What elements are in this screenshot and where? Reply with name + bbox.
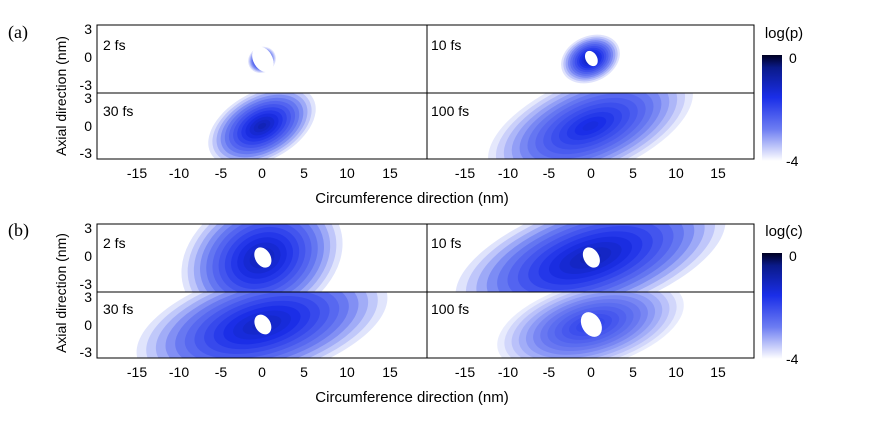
x-tick-label: 10: [339, 165, 355, 181]
y-tick-label: 3: [84, 220, 92, 236]
panel-time-label: 30 fs: [103, 301, 133, 317]
center-peak: [582, 247, 600, 268]
center-peak: [580, 312, 602, 337]
y-tick-label: -3: [80, 344, 93, 360]
center-peak: [254, 314, 272, 335]
x-tick-label: -5: [543, 165, 556, 181]
heatmap-30fs: [126, 292, 398, 358]
x-tick-label: -5: [543, 364, 556, 380]
x-tick-label: 15: [382, 165, 398, 181]
y-tick-label: -3: [80, 145, 93, 161]
center-peak: [254, 247, 272, 268]
x-tick-label: -15: [127, 364, 147, 380]
block-a: (a) Axial direction (nm) 2 fs 10 fs 30 f…: [8, 21, 803, 207]
y-tick-label: 0: [84, 248, 92, 264]
y-tick-label: 0: [84, 118, 92, 134]
x-axis-label: Circumference direction (nm): [315, 389, 508, 406]
colorbar-min-label: -4: [786, 351, 799, 367]
panel-time-label: 2 fs: [103, 37, 126, 53]
panel-time-label: 10 fs: [431, 37, 461, 53]
center-peak: [252, 46, 274, 73]
x-axis-label: Circumference direction (nm): [315, 190, 508, 207]
heatmap-2fs: [175, 224, 349, 292]
heatmap-100fs: [480, 93, 701, 159]
x-tick-label: 15: [382, 364, 398, 380]
colorbar-gradient: [762, 55, 782, 161]
x-tick-label: 0: [587, 165, 595, 181]
colorbar-max-label: 0: [789, 248, 797, 264]
panel-time-label: 100 fs: [431, 301, 469, 317]
y-tick-label: 0: [84, 317, 92, 333]
panel-frame: [426, 92, 755, 160]
colorbar: log(c) 0 -4: [762, 223, 803, 367]
colorbar-max-label: 0: [789, 50, 797, 66]
x-tick-label: 15: [710, 165, 726, 181]
x-tick-label: -10: [169, 364, 189, 380]
heatmap-10fs: [558, 32, 623, 86]
contour-level: [582, 121, 599, 131]
colorbar: log(p) 0 -4: [762, 25, 803, 169]
panel-frame: [426, 291, 755, 359]
contour-level: [257, 122, 267, 130]
y-axis-label: Axial direction (nm): [53, 233, 69, 353]
y-tick-label: 3: [84, 21, 92, 37]
panel-time-label: 30 fs: [103, 103, 133, 119]
x-tick-label: 10: [668, 364, 684, 380]
panel-time-label: 100 fs: [431, 103, 469, 119]
x-tick-label: -5: [215, 165, 228, 181]
heatmap-100fs: [490, 292, 691, 358]
x-tick-label: 5: [300, 364, 308, 380]
colorbar-gradient: [762, 253, 782, 359]
x-tick-label: 5: [300, 165, 308, 181]
x-tick-label: 10: [339, 364, 355, 380]
y-axis-label: Axial direction (nm): [53, 36, 69, 156]
x-tick-label: -5: [215, 364, 228, 380]
x-tick-label: -15: [455, 165, 475, 181]
y-tick-label: -3: [80, 276, 93, 292]
y-tick-label: 3: [84, 289, 92, 305]
colorbar-title: log(p): [765, 25, 803, 42]
heatmap-10fs: [445, 224, 736, 292]
heatmap-2fs: [247, 45, 277, 74]
x-tick-label: -15: [455, 364, 475, 380]
x-tick-label: 0: [587, 364, 595, 380]
block-label: (a): [8, 22, 28, 43]
panel-time-label: 10 fs: [431, 235, 461, 251]
x-tick-label: -15: [127, 165, 147, 181]
y-tick-label: -3: [80, 77, 93, 93]
x-tick-label: 5: [629, 364, 637, 380]
colorbar-min-label: -4: [786, 153, 799, 169]
block-b: (b) Axial direction (nm) 2 fs 10 fs 30 f…: [8, 220, 803, 406]
x-tick-label: -10: [498, 364, 518, 380]
block-label: (b): [8, 220, 29, 241]
x-tick-label: -10: [498, 165, 518, 181]
x-tick-label: 10: [668, 165, 684, 181]
x-tick-label: 0: [258, 364, 266, 380]
heatmap-30fs: [204, 93, 320, 159]
x-tick-label: 15: [710, 364, 726, 380]
center-peak: [584, 50, 598, 67]
y-tick-label: 3: [84, 90, 92, 106]
x-tick-label: 5: [629, 165, 637, 181]
x-tick-label: -10: [169, 165, 189, 181]
panel-time-label: 2 fs: [103, 235, 126, 251]
colorbar-title: log(c): [765, 223, 803, 240]
y-tick-label: 0: [84, 49, 92, 65]
x-tick-label: 0: [258, 165, 266, 181]
